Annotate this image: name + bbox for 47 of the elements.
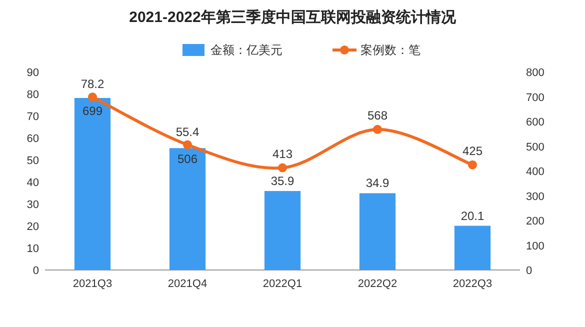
bar [74, 98, 111, 270]
y2-tick-label: 600 [526, 116, 544, 128]
data-label: 425 [462, 144, 483, 158]
y-tick-label: 40 [26, 177, 39, 189]
data-label: 55.4 [176, 124, 200, 139]
y2-tick-label: 200 [526, 216, 544, 228]
data-label: 34.9 [366, 176, 390, 190]
data-label: 568 [367, 108, 388, 122]
bar [359, 193, 396, 270]
bar [454, 226, 491, 270]
chart-title: 2021-2022年第三季度中国互联网投融资统计情况 [129, 8, 457, 26]
x-tick-label: 2022Q1 [262, 278, 302, 290]
y-tick-label: 80 [26, 89, 39, 101]
y-tick-label: 60 [26, 133, 39, 145]
data-label: 35.9 [270, 174, 294, 188]
point [373, 124, 382, 134]
y2-tick-label: 700 [526, 92, 544, 104]
y-tick-label: 20 [26, 221, 39, 233]
x-tick-label: 2022Q2 [358, 278, 398, 290]
x-tick-label: 2021Q3 [72, 278, 112, 290]
y-tick-label: 0 [32, 265, 39, 277]
legend-label: 案例数：笔 [360, 43, 420, 57]
bar [264, 191, 301, 270]
data-label: 506 [177, 152, 198, 166]
data-label: 413 [272, 146, 293, 161]
y2-tick-label: 300 [526, 190, 544, 203]
y2-tick-label: 100 [526, 240, 544, 252]
point [278, 163, 287, 172]
data-label: 78.2 [80, 76, 104, 91]
y-tick-label: 30 [26, 199, 39, 211]
y2-tick-label: 0 [526, 265, 532, 277]
y-tick-label: 90 [26, 67, 39, 79]
y-tick-label: 10 [26, 243, 39, 255]
x-tick-label: 2021Q4 [168, 278, 208, 290]
bar [169, 148, 206, 270]
data-label: 20.1 [460, 208, 484, 223]
y2-tick-label: 800 [526, 67, 544, 79]
legend-label: 金额：亿美元 [210, 43, 282, 57]
y2-tick-label: 400 [526, 166, 544, 178]
point [468, 160, 477, 170]
point [88, 92, 97, 102]
data-label: 699 [82, 104, 103, 118]
point [183, 140, 192, 150]
y2-tick-label: 500 [526, 141, 544, 154]
y-tick-label: 70 [26, 111, 39, 123]
y-tick-label: 50 [26, 155, 39, 167]
x-tick-label: 2022Q3 [452, 278, 492, 290]
